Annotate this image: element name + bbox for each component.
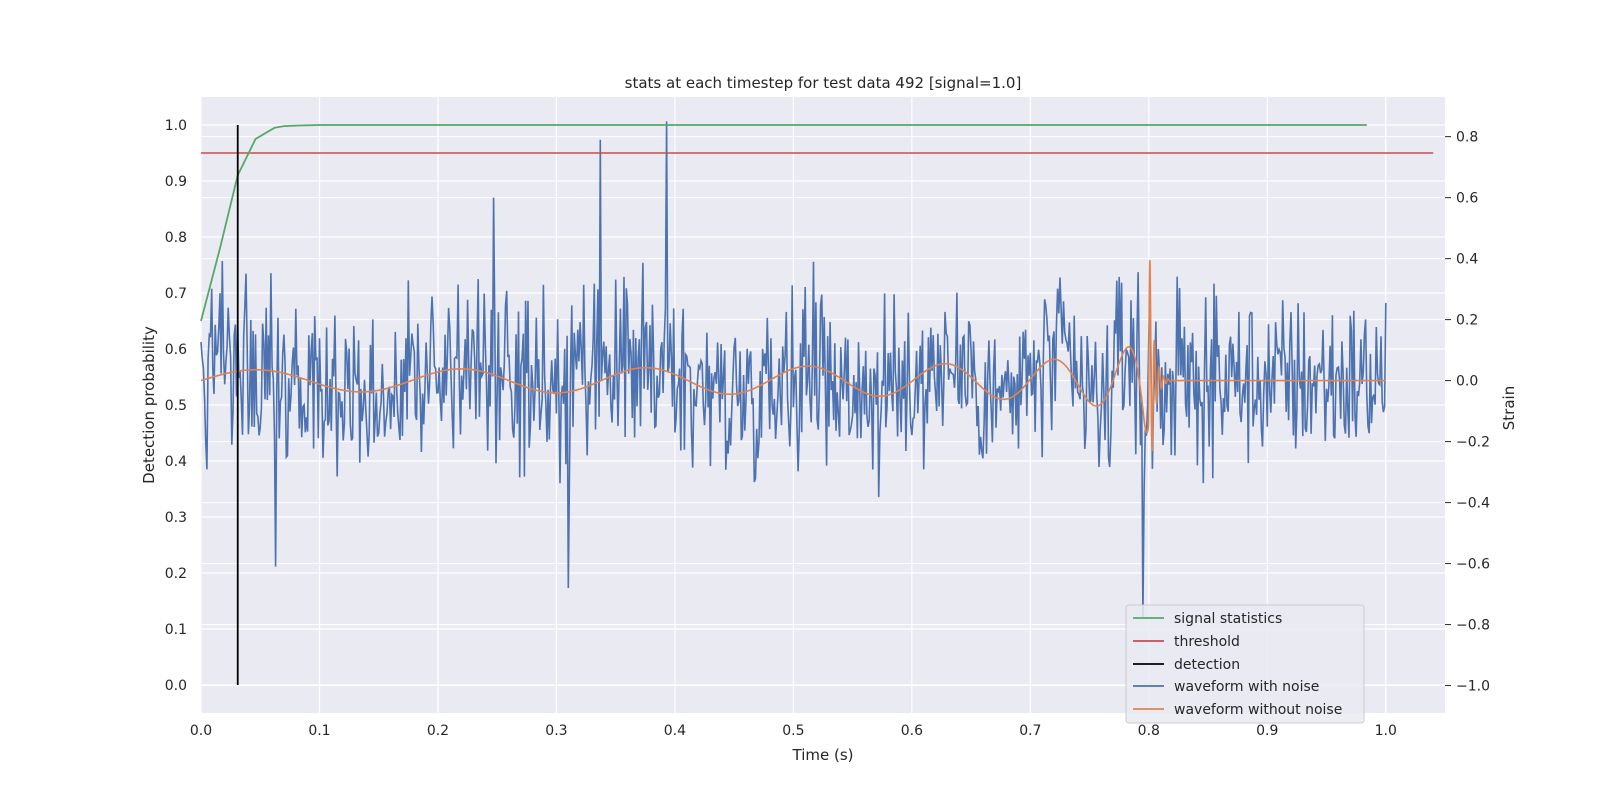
x-tick-label: 0.5 bbox=[782, 723, 804, 739]
x-tick-label: 0.7 bbox=[1019, 723, 1041, 739]
y-tick-label: 0.5 bbox=[165, 398, 187, 414]
legend-label: waveform with noise bbox=[1174, 679, 1319, 695]
legend-box bbox=[1125, 604, 1365, 724]
legend-item-waveform-with-noise: waveform with noise bbox=[1133, 679, 1319, 695]
y2-tick-label: 0.0 bbox=[1456, 374, 1478, 390]
y2-tick-label: −0.4 bbox=[1456, 496, 1490, 512]
y-tick-label: 0.3 bbox=[165, 510, 187, 526]
y-tick-label: 0.4 bbox=[165, 454, 187, 470]
legend-item-detection: detection bbox=[1133, 657, 1240, 673]
y-tick-label: 0.7 bbox=[165, 286, 187, 302]
x-tick-label: 0.1 bbox=[308, 723, 330, 739]
y-tick-label: 0.1 bbox=[165, 622, 187, 638]
series-waveform-without-noise bbox=[200, 260, 1386, 452]
x-tick-label: 0.0 bbox=[190, 723, 212, 739]
y2-tick-label: −0.6 bbox=[1456, 557, 1490, 573]
legend-label: threshold bbox=[1174, 634, 1240, 650]
y-tick-label: 0.9 bbox=[165, 174, 187, 190]
chart-title: stats at each timestep for test data 492… bbox=[625, 74, 1022, 92]
legend-item-signal-statistics: signal statistics bbox=[1133, 611, 1282, 627]
ticks-layer: 0.0 0.1 0.2 0.3 0.4 0.5 0.6 0.7 0.8 0.9 1.0 0.0 0.1 0… bbox=[165, 118, 1490, 739]
x-tick-label: 0.6 bbox=[901, 723, 923, 739]
legend-label: detection bbox=[1174, 657, 1240, 673]
x-tick-label: 1.0 bbox=[1375, 723, 1397, 739]
x-tick-label: 0.3 bbox=[545, 723, 567, 739]
y2-tick-label: 0.2 bbox=[1456, 313, 1478, 329]
y2-tick-label: −1.0 bbox=[1456, 679, 1490, 695]
y-tick-label: 1.0 bbox=[165, 118, 187, 134]
y2-tick-label: 0.8 bbox=[1456, 130, 1478, 146]
x-tick-label: 0.9 bbox=[1256, 723, 1278, 739]
y-tick-label: 0.8 bbox=[165, 230, 187, 246]
y2-tick-label: 0.4 bbox=[1456, 252, 1478, 268]
legend-item-waveform-without-noise: waveform without noise bbox=[1133, 702, 1342, 718]
series-layer bbox=[200, 121, 1434, 685]
x-tick-label: 0.8 bbox=[1138, 723, 1160, 739]
y-tick-label: 0.2 bbox=[165, 566, 187, 582]
legend-label: waveform without noise bbox=[1174, 702, 1342, 718]
legend-item-threshold: threshold bbox=[1133, 634, 1240, 650]
x-tick-label: 0.2 bbox=[427, 723, 449, 739]
y2-axis-label: Strain bbox=[1500, 386, 1518, 430]
y-axis-label: Detection probability bbox=[140, 326, 158, 484]
y2-tick-label: −0.8 bbox=[1456, 618, 1490, 634]
series-signal-statistics bbox=[200, 124, 1367, 322]
series-waveform-with-noise bbox=[200, 121, 1387, 619]
y2-tick-label: −0.2 bbox=[1456, 435, 1490, 451]
legend: signal statistics threshold detection wa… bbox=[1125, 604, 1365, 724]
y2-tick-label: 0.6 bbox=[1456, 191, 1478, 207]
legend-label: signal statistics bbox=[1174, 611, 1282, 627]
x-tick-label: 0.4 bbox=[664, 723, 686, 739]
x-axis-label: Time (s) bbox=[792, 746, 854, 764]
y-tick-label: 0.6 bbox=[165, 342, 187, 358]
y-tick-label: 0.0 bbox=[165, 678, 187, 694]
